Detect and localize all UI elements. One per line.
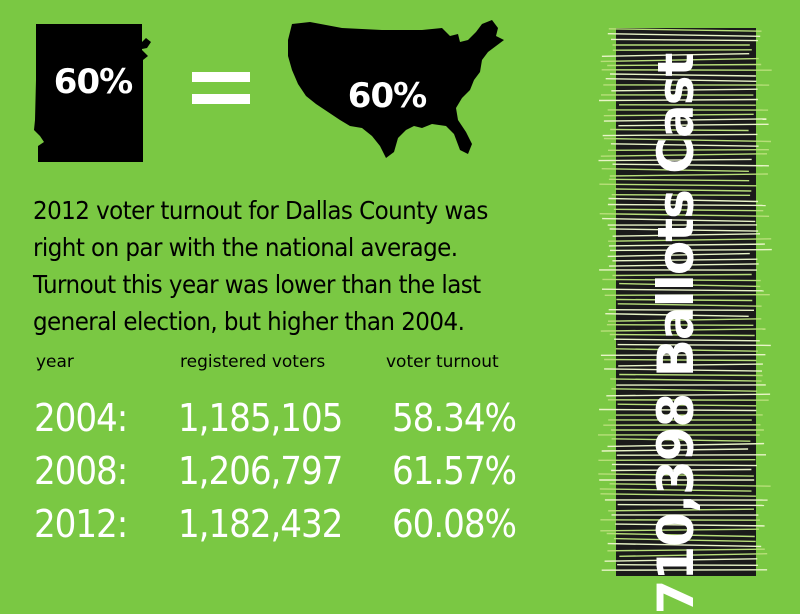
table-row: 2004: 1,185,105 58.34% [0, 396, 560, 446]
row-registered: 1,185,105 [178, 396, 342, 440]
table-row: 2008: 1,206,797 61.57% [0, 449, 560, 499]
row-registered: 1,206,797 [178, 449, 342, 493]
infographic: 60% 60% 2012 voter turnout for Dallas Co… [0, 0, 800, 576]
header-year: year [36, 352, 74, 372]
table-row: 2012: 1,182,432 60.08% [0, 502, 560, 552]
header-registered-voters: registered voters [180, 352, 325, 372]
equals-sign [192, 72, 250, 106]
header-voter-turnout: voter turnout [386, 352, 499, 372]
summary-text: 2012 voter turnout for Dallas County was… [33, 192, 531, 340]
row-turnout: 61.57% [392, 449, 516, 493]
county-percent: 60% [38, 62, 148, 102]
ballots-cast-label: 710,398 Ballots Cast [647, 54, 705, 614]
row-turnout: 58.34% [392, 396, 516, 440]
row-registered: 1,182,432 [178, 502, 342, 546]
row-year: 2004: [34, 396, 127, 440]
row-year: 2008: [34, 449, 127, 493]
row-year: 2012: [34, 502, 127, 546]
ballots-cast-label-box: 710,398 Ballots Cast [636, 124, 716, 544]
row-turnout: 60.08% [392, 502, 516, 546]
national-percent: 60% [332, 76, 442, 116]
